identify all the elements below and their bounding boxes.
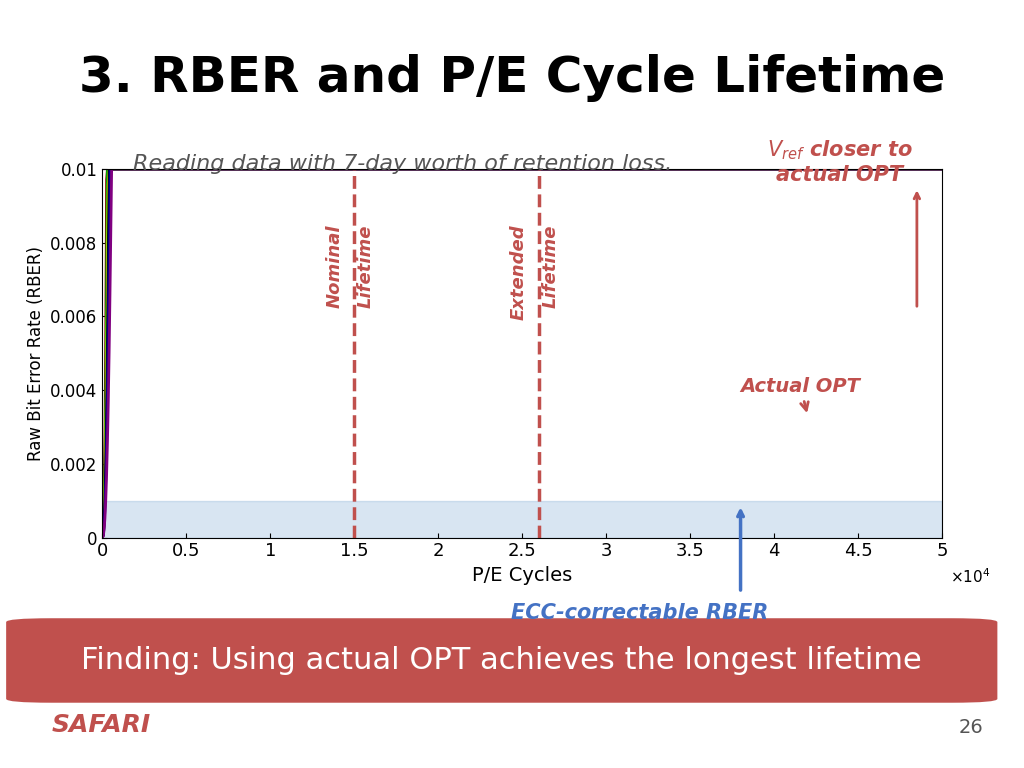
Text: 3. RBER and P/E Cycle Lifetime: 3. RBER and P/E Cycle Lifetime — [79, 54, 945, 102]
Text: SAFARI: SAFARI — [51, 713, 151, 737]
Text: Reading data with 7-day worth of retention loss.: Reading data with 7-day worth of retenti… — [133, 154, 673, 174]
Text: 26: 26 — [958, 718, 983, 737]
Text: ECC-correctable RBER: ECC-correctable RBER — [511, 603, 769, 623]
Text: Finding: Using actual OPT achieves the longest lifetime: Finding: Using actual OPT achieves the l… — [81, 646, 923, 675]
Text: Lifetime: Lifetime — [357, 224, 375, 308]
Text: $\times10^4$: $\times10^4$ — [950, 567, 991, 586]
X-axis label: P/E Cycles: P/E Cycles — [472, 566, 572, 585]
Text: $V_{ref}$ closer to
actual OPT: $V_{ref}$ closer to actual OPT — [767, 138, 912, 185]
Text: Nominal: Nominal — [326, 224, 343, 308]
Text: Extended: Extended — [510, 224, 528, 320]
Y-axis label: Raw Bit Error Rate (RBER): Raw Bit Error Rate (RBER) — [27, 246, 45, 461]
Text: Lifetime: Lifetime — [542, 224, 560, 308]
Text: Actual OPT: Actual OPT — [740, 377, 860, 410]
Bar — [102, 501, 942, 538]
FancyBboxPatch shape — [6, 618, 997, 703]
